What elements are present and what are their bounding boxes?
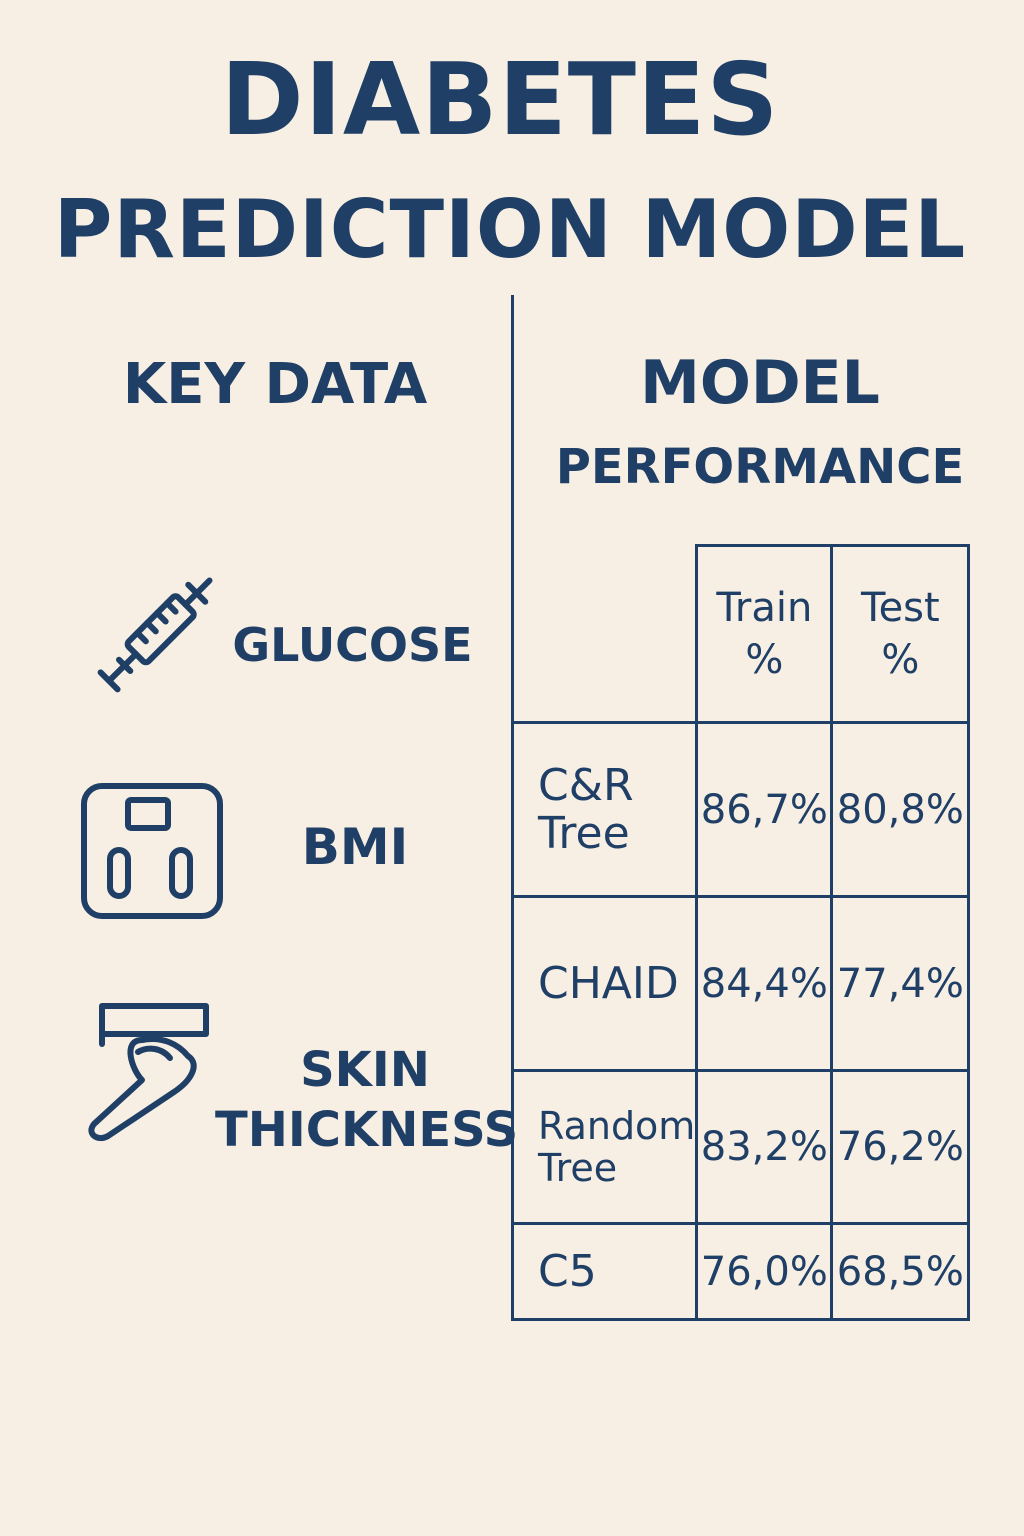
title-line-2: PREDICTION MODEL bbox=[53, 183, 967, 276]
skin-fold-caliper-icon bbox=[82, 1000, 212, 1145]
performance-table: Train % Test % C&R Tree 86,7% 80,8% CHAI… bbox=[510, 544, 971, 1321]
performance-heading-line-2: PERFORMANCE bbox=[555, 439, 965, 495]
row-name-random-tree: Random Tree bbox=[510, 1069, 699, 1225]
table-corner bbox=[512, 545, 699, 724]
column-header-test: Test % bbox=[830, 544, 971, 724]
row-name-cr-tree: C&R Tree bbox=[510, 721, 699, 898]
scale-icon bbox=[80, 782, 226, 922]
column-header-test-line-1: Test bbox=[860, 585, 940, 631]
train-value: 84,4% bbox=[695, 895, 834, 1072]
glucose-label: GLUCOSE bbox=[232, 618, 473, 672]
column-header-train-line-2: % bbox=[745, 637, 784, 683]
test-value: 77,4% bbox=[830, 895, 971, 1072]
syringe-icon bbox=[80, 550, 240, 710]
column-header-test-line-2: % bbox=[881, 637, 920, 683]
row-name-chaid: CHAID bbox=[510, 895, 699, 1072]
skin-thickness-label-line-2: THICKNESS bbox=[215, 1102, 519, 1158]
train-value: 86,7% bbox=[695, 721, 834, 898]
column-header-train: Train % bbox=[695, 544, 834, 724]
table-row: C&R Tree 86,7% 80,8% bbox=[510, 721, 971, 898]
row-name-line-2: Tree bbox=[538, 1146, 618, 1190]
column-divider bbox=[511, 295, 514, 725]
train-value: 76,0% bbox=[695, 1222, 834, 1321]
row-name-line-1: Random bbox=[538, 1104, 696, 1148]
column-header-train-line-1: Train bbox=[716, 585, 813, 631]
skin-thickness-label-line-1: SKIN bbox=[300, 1042, 430, 1098]
test-value: 76,2% bbox=[830, 1069, 971, 1225]
table-row: Random Tree 83,2% 76,2% bbox=[510, 1069, 971, 1225]
train-value: 83,2% bbox=[695, 1069, 834, 1225]
performance-heading-line-1: MODEL bbox=[640, 348, 880, 418]
row-name-line-2: Tree bbox=[538, 807, 630, 859]
bmi-label: BMI bbox=[301, 818, 409, 876]
key-data-heading: KEY DATA bbox=[122, 352, 428, 417]
test-value: 68,5% bbox=[830, 1222, 971, 1321]
table-row: C5 76,0% 68,5% bbox=[510, 1222, 971, 1321]
title-line-1: DIABETES bbox=[220, 41, 780, 158]
row-name-c5: C5 bbox=[510, 1222, 699, 1321]
test-value: 80,8% bbox=[830, 721, 971, 898]
row-name-line-1: C&R bbox=[538, 759, 634, 811]
table-row: CHAID 84,4% 77,4% bbox=[510, 895, 971, 1072]
skin-thickness-label: SKIN THICKNESS bbox=[215, 1040, 519, 1160]
